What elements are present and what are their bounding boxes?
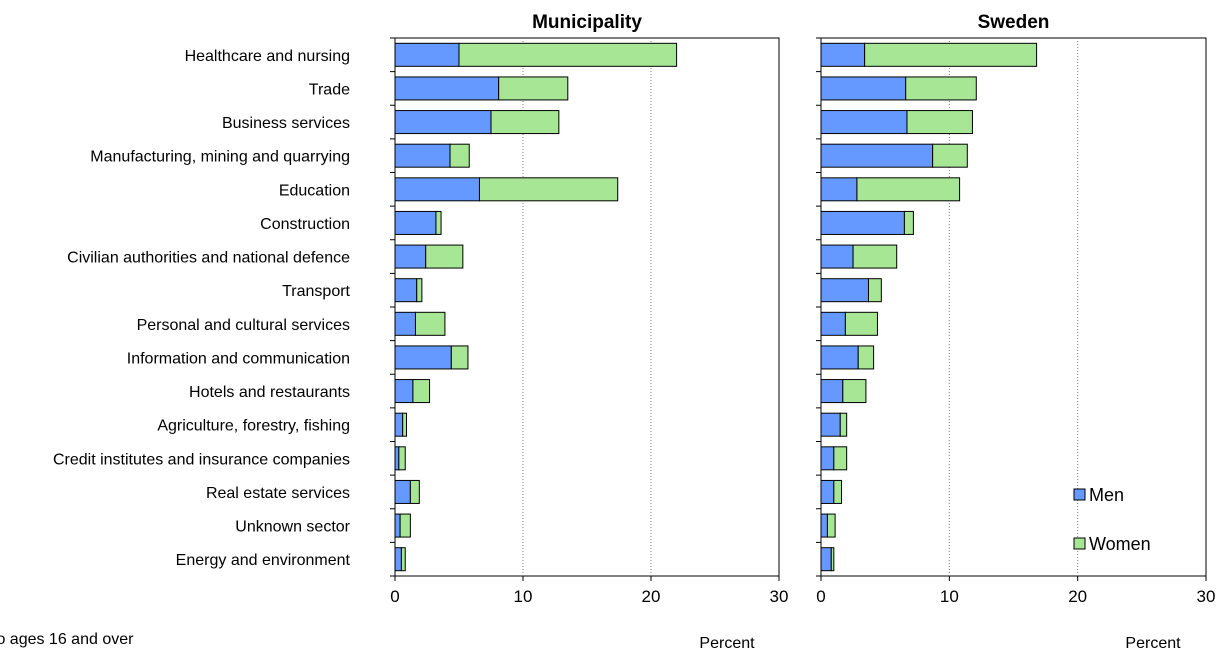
bar-men [394,278,418,303]
bar-men [820,177,858,202]
legend-label: Women [1089,534,1151,554]
bar-women [398,446,406,471]
bar-men [820,244,854,269]
bar-men [820,311,846,336]
bar-women [830,547,835,572]
bar-men [394,311,416,336]
legend-swatch-women [1073,537,1086,550]
category-label: Business services [222,115,350,132]
legend-label: Men [1089,485,1124,505]
bar-women [409,479,420,504]
x-tick-label: 0 [816,587,825,606]
bar-men [820,379,844,404]
x-axis-label: Percent [699,635,755,652]
category-label: Agriculture, forestry, fishing [157,418,350,435]
bar-men [820,547,832,572]
bar-women [833,479,843,504]
bar-men [820,210,905,235]
bar-women [414,311,446,336]
panel-title: Municipality [532,12,642,33]
category-label: Civilian authorities and national defenc… [67,250,350,267]
bar-men [820,42,866,67]
bar-men [394,547,402,572]
bar-women [852,244,898,269]
x-tick-label: 30 [770,587,789,606]
bar-men [394,42,460,67]
bar-men [394,412,404,437]
category-label: Manufacturing, mining and quarrying [90,149,350,166]
bar-men [820,143,934,168]
bar-women [842,379,867,404]
bar-men [394,446,400,471]
bar-men [820,479,835,504]
bar-men [394,143,451,168]
bar-women [435,210,442,235]
x-tick-label: 0 [390,587,399,606]
bar-women [839,412,848,437]
category-label: Unknown sector [235,519,350,536]
x-tick-label: 20 [642,587,661,606]
bar-women [844,311,878,336]
bar-women [425,244,464,269]
bar-women [864,42,1038,67]
x-tick-label: 30 [1197,587,1216,606]
bar-women [490,110,560,135]
panel-title: Sweden [978,12,1050,33]
bar-women [402,412,408,437]
bar-women [498,76,569,101]
bar-women [416,278,423,303]
bar-women [449,143,470,168]
category-label: Trade [309,81,350,98]
category-label: Hotels and restaurants [189,384,350,401]
bar-women [400,547,406,572]
bar-men [820,412,841,437]
bar-men [394,345,452,370]
bar-men [820,76,907,101]
bar-men [820,110,908,135]
x-tick-label: 10 [940,587,959,606]
bar-women [905,76,977,101]
bar-men [394,110,492,135]
bar-women [906,110,973,135]
bar-men [394,76,500,101]
bar-women [833,446,848,471]
bar-men [820,446,835,471]
bar-women [399,513,411,538]
bar-women [826,513,836,538]
bar-women [903,210,914,235]
bar-women [412,379,431,404]
bar-men [394,479,411,504]
bar-men [820,345,859,370]
category-label: Real estate services [206,485,350,502]
category-label: Healthcare and nursing [185,48,350,65]
bar-men [394,210,437,235]
bar-women [932,143,968,168]
x-tick-label: 20 [1068,587,1087,606]
category-label: Credit institutes and insurance companie… [53,451,350,468]
category-label: Education [279,182,350,199]
category-label: Information and communication [127,350,350,367]
category-label: Personal and cultural services [137,317,350,334]
bar-women [478,177,619,202]
bar-men [394,244,427,269]
bar-men [394,177,480,202]
bar-men [394,513,401,538]
bar-men [394,379,414,404]
bar-women [867,278,882,303]
category-label: Energy and environment [176,552,351,569]
bar-women [856,177,961,202]
category-label: Transport [282,283,350,300]
x-axis-label: Percent [1125,635,1181,652]
bar-women [857,345,875,370]
bar-men [820,278,869,303]
footnote: to ages 16 and over [0,631,134,648]
x-tick-label: 10 [514,587,533,606]
category-label: Construction [260,216,350,233]
bar-women [450,345,469,370]
bar-women [458,42,678,67]
legend-swatch-men [1073,488,1086,501]
bar-men [820,513,828,538]
